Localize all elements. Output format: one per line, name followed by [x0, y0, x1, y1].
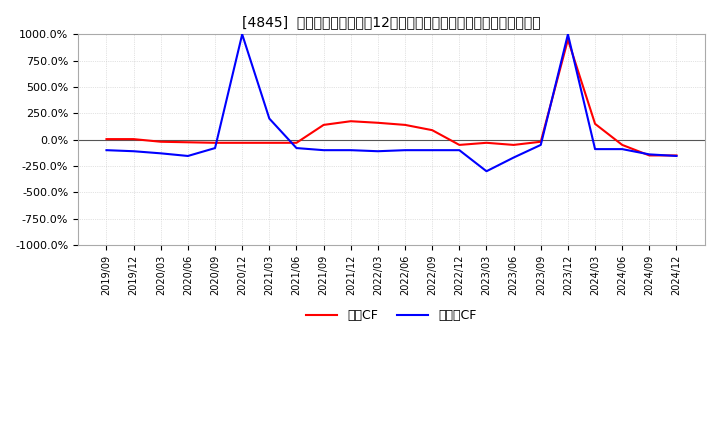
- 営業CF: [645, 153, 654, 158]
- フリーCF: [401, 147, 410, 153]
- フリーCF: [265, 116, 274, 121]
- 営業CF: [618, 142, 626, 147]
- Line: フリーCF: フリーCF: [107, 34, 677, 171]
- フリーCF: [184, 153, 192, 158]
- フリーCF: [509, 155, 518, 160]
- 営業CF: [374, 120, 382, 125]
- フリーCF: [319, 147, 328, 153]
- 営業CF: [428, 128, 436, 133]
- フリーCF: [238, 32, 246, 37]
- フリーCF: [102, 147, 111, 153]
- Line: 営業CF: 営業CF: [107, 40, 677, 155]
- フリーCF: [672, 153, 681, 158]
- フリーCF: [346, 147, 355, 153]
- 営業CF: [319, 122, 328, 128]
- 営業CF: [455, 142, 464, 147]
- 営業CF: [401, 122, 410, 128]
- フリーCF: [482, 169, 491, 174]
- 営業CF: [184, 139, 192, 145]
- フリーCF: [156, 150, 165, 156]
- 営業CF: [590, 121, 599, 126]
- フリーCF: [536, 142, 545, 147]
- 営業CF: [238, 140, 246, 146]
- フリーCF: [618, 147, 626, 152]
- フリーCF: [130, 149, 138, 154]
- フリーCF: [292, 146, 301, 151]
- 営業CF: [156, 139, 165, 144]
- 営業CF: [292, 140, 301, 146]
- フリーCF: [455, 147, 464, 153]
- 営業CF: [482, 140, 491, 146]
- 営業CF: [265, 140, 274, 146]
- 営業CF: [346, 118, 355, 124]
- Title: [4845]  キャッシュフローの12か月移動合計の対前年同期増減率の推移: [4845] キャッシュフローの12か月移動合計の対前年同期増減率の推移: [242, 15, 541, 29]
- フリーCF: [590, 147, 599, 152]
- フリーCF: [564, 32, 572, 37]
- フリーCF: [374, 149, 382, 154]
- 営業CF: [211, 140, 220, 146]
- 営業CF: [130, 136, 138, 142]
- 営業CF: [672, 153, 681, 158]
- 営業CF: [564, 37, 572, 42]
- フリーCF: [645, 152, 654, 157]
- 営業CF: [536, 139, 545, 144]
- フリーCF: [428, 147, 436, 153]
- 営業CF: [509, 142, 518, 147]
- Legend: 営業CF, フリーCF: 営業CF, フリーCF: [301, 304, 482, 327]
- フリーCF: [211, 146, 220, 151]
- 営業CF: [102, 136, 111, 142]
